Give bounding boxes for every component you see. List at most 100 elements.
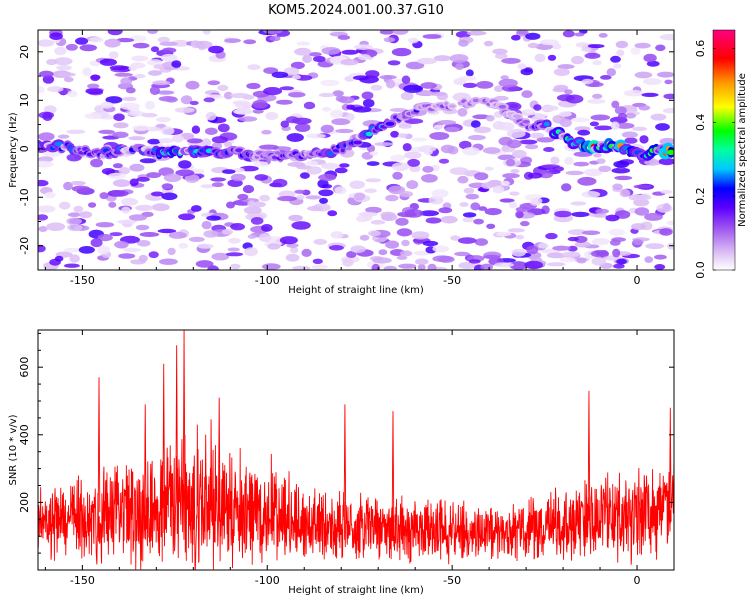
heatmap-noise-cell: [89, 37, 104, 43]
heatmap-noise-cell: [132, 125, 151, 131]
heatmap-noise-cell: [660, 189, 673, 194]
heatmap-noise-cell: [306, 160, 319, 166]
heatmap-noise-cell: [416, 57, 437, 65]
heatmap-noise-cell: [301, 248, 312, 257]
heatmap-noise-cell: [238, 116, 258, 122]
heatmap-noise-cell: [99, 58, 117, 66]
heatmap-noise-cell: [147, 30, 158, 34]
x-tick-label: -150: [70, 274, 95, 287]
heatmap-noise-cell: [197, 243, 214, 249]
colorbar-tick-label: 0.2: [694, 187, 707, 205]
heatmap-noise-cell: [108, 201, 117, 208]
colorbar-gradient: [713, 30, 735, 270]
heatmap-noise-cell: [137, 240, 151, 247]
snr-peak: [162, 363, 165, 509]
heatmap-y-ticks: -20 -10 0 10 20: [18, 45, 674, 271]
heatmap-noise-cell: [392, 30, 409, 35]
heatmap-noise-cell: [162, 47, 177, 54]
snr-peak: [217, 397, 221, 519]
heatmap-noise-cell: [476, 81, 494, 89]
heatmap-noise-cell: [372, 257, 392, 264]
heatmap-noise-cell: [453, 78, 467, 86]
heatmap-noise-cell: [500, 180, 510, 186]
heatmap-noise-cell: [261, 263, 281, 270]
heatmap-noise-cell: [422, 34, 442, 39]
heatmap-noise-cell: [354, 192, 366, 201]
heatmap-noise-cell: [318, 173, 337, 182]
heatmap-noise-cell: [194, 40, 213, 49]
heatmap-noise-cell: [97, 234, 113, 242]
heatmap-noise-cell: [484, 166, 494, 171]
heatmap-noise-cell: [611, 100, 620, 109]
snr-series-line: [38, 419, 674, 570]
heatmap-noise-cell: [320, 79, 340, 87]
heatmap-noise-cell: [383, 37, 396, 43]
heatmap-noise-cell: [459, 202, 469, 207]
heatmap-noise-cell: [230, 173, 246, 182]
heatmap-noise-cell: [624, 137, 638, 144]
heatmap-noise-cell: [339, 163, 350, 168]
heatmap-noise-cell: [615, 122, 635, 129]
heatmap-noise-cell: [654, 254, 667, 260]
heatmap-noise-cell: [365, 70, 380, 79]
heatmap-noise-cell: [462, 147, 480, 156]
heatmap-noise-cell: [39, 70, 54, 78]
heatmap-noise-cell: [520, 220, 530, 227]
heatmap-noise-cell: [320, 162, 340, 170]
heatmap-noise-cell: [112, 131, 129, 138]
heatmap-noise-cell: [587, 98, 606, 104]
heatmap-noise-cell: [619, 189, 631, 198]
heatmap-noise-cell: [285, 253, 300, 262]
heatmap-noise-cell: [352, 106, 372, 113]
heatmap-noise-cell: [389, 108, 408, 112]
y-tick-label: 200: [18, 492, 31, 513]
heatmap-noise-cell: [558, 111, 572, 117]
heatmap-noise-cell: [404, 118, 424, 124]
heatmap-ridge-cell: [353, 140, 362, 145]
heatmap-noise-cell: [634, 207, 650, 216]
heatmap-noise-cell: [574, 126, 591, 132]
heatmap-noise-cell: [227, 247, 240, 252]
heatmap-noise-cell: [168, 231, 187, 239]
heatmap-noise-cell: [525, 144, 539, 150]
heatmap-noise-cell: [444, 126, 460, 133]
heatmap-noise-cell: [153, 64, 165, 70]
heatmap-noise-cell: [385, 194, 399, 202]
snr-peak: [182, 330, 186, 499]
heatmap-noise-cell: [313, 238, 328, 245]
heatmap-noise-cell: [515, 206, 530, 212]
chart-title: KOM5.2024.001.00.37.G10: [268, 3, 444, 18]
heatmap-noise-cell: [243, 39, 257, 45]
heatmap-noise-cell: [111, 190, 129, 197]
heatmap-noise-cell: [455, 63, 464, 71]
heatmap-noise-cell: [577, 176, 597, 186]
heatmap-noise-cell: [308, 52, 322, 57]
snr-x-axis-label: Height of straight line (km): [288, 585, 424, 596]
heatmap-noise-cell: [625, 112, 636, 119]
heatmap-noise-cell: [458, 39, 469, 47]
heatmap-noise-cell: [449, 167, 469, 176]
heatmap-noise-cell: [517, 63, 527, 70]
heatmap-noise-cell: [659, 228, 673, 236]
heatmap-noise-cell: [318, 92, 335, 98]
heatmap-noise-cell: [458, 262, 476, 269]
heatmap-noise-cell: [392, 171, 403, 180]
heatmap-noise-cell: [123, 247, 142, 253]
y-tick-label: 400: [18, 424, 31, 445]
heatmap-noise-cell: [370, 219, 386, 225]
heatmap-noise-cell: [134, 74, 146, 79]
heatmap-noise-cell: [195, 260, 214, 268]
heatmap-noise-cell: [206, 215, 222, 221]
y-tick-label: 10: [18, 93, 31, 107]
heatmap-ridge-cell: [513, 114, 522, 118]
heatmap-noise-cell: [478, 206, 488, 211]
heatmap-noise-cell: [184, 174, 200, 183]
heatmap-noise-cell: [252, 99, 268, 109]
heatmap-noise-cell: [427, 263, 437, 270]
heatmap-noise-cell: [234, 108, 253, 115]
heatmap-noise-cell: [67, 90, 78, 98]
heatmap-noise-cell: [67, 223, 83, 232]
heatmap-noise-cell: [509, 261, 528, 270]
heatmap-ridge-cell: [272, 155, 278, 160]
heatmap-noise-cell: [591, 257, 607, 266]
